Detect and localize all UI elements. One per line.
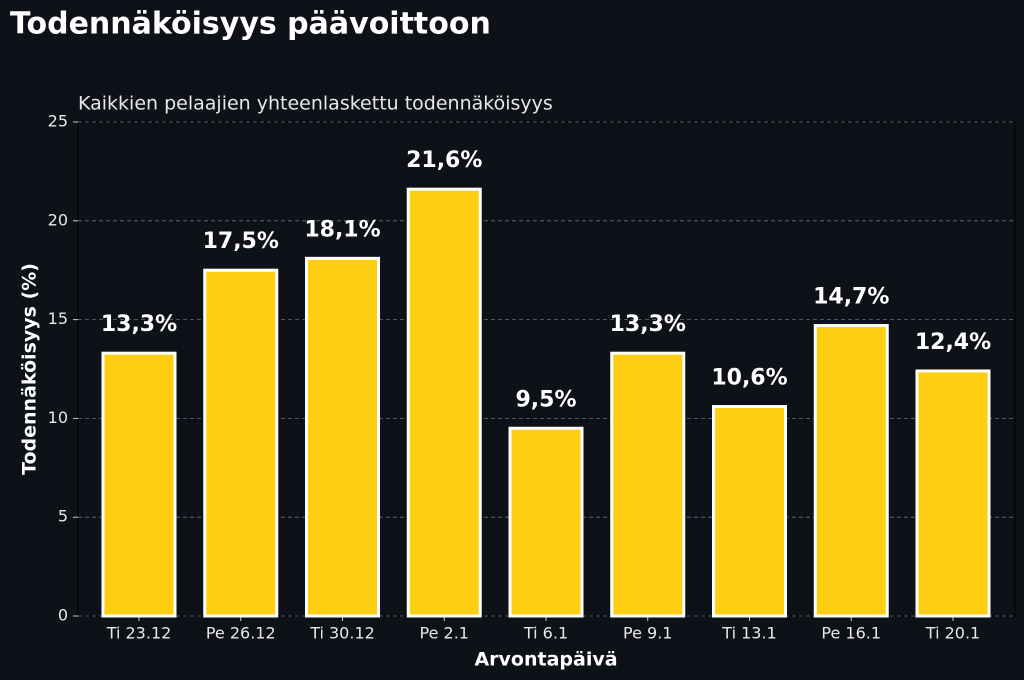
chart-title: Todennäköisyys päävoittoon xyxy=(10,7,491,42)
value-label: 13,3% xyxy=(101,312,177,337)
chart-subtitle: Kaikkien pelaajien yhteenlaskettu todenn… xyxy=(78,93,553,115)
value-label: 17,5% xyxy=(203,229,279,254)
value-label: 14,7% xyxy=(813,285,889,310)
value-label: 18,1% xyxy=(304,217,380,242)
bar xyxy=(101,351,177,618)
x-tick-label: Pe 2.1 xyxy=(420,624,469,643)
value-label: 9,5% xyxy=(515,387,576,412)
y-tick-label: 20 xyxy=(48,210,68,229)
bar xyxy=(610,351,686,618)
x-axis-label: Arvontapäivä xyxy=(474,649,617,671)
value-label: 12,4% xyxy=(915,330,991,355)
x-tick-label: Pe 16.1 xyxy=(821,624,881,643)
bar xyxy=(508,426,584,618)
x-tick-label: Ti 30.12 xyxy=(309,624,375,643)
y-axis-label: Todennäköisyys (%) xyxy=(19,263,41,475)
bar xyxy=(813,324,889,618)
x-tick-label: Pe 26.12 xyxy=(206,624,276,643)
bar xyxy=(305,256,380,618)
y-tick-label: 15 xyxy=(48,309,68,328)
bar xyxy=(406,187,482,618)
bar xyxy=(203,268,279,618)
x-tick-label: Ti 20.1 xyxy=(925,624,980,643)
bar xyxy=(712,405,787,618)
x-tick-label: Ti 6.1 xyxy=(523,624,568,643)
y-tick-label: 10 xyxy=(48,408,68,427)
x-tick-label: Ti 23.12 xyxy=(106,624,172,643)
x-tick-label: Pe 9.1 xyxy=(623,624,672,643)
value-label: 21,6% xyxy=(406,148,482,173)
bar xyxy=(915,369,991,618)
y-tick-label: 0 xyxy=(58,606,68,625)
value-label: 10,6% xyxy=(711,366,787,391)
y-tick-label: 5 xyxy=(58,507,68,526)
value-label: 13,3% xyxy=(610,312,686,337)
x-tick-label: Ti 13.1 xyxy=(721,624,776,643)
y-tick-label: 25 xyxy=(48,112,68,131)
